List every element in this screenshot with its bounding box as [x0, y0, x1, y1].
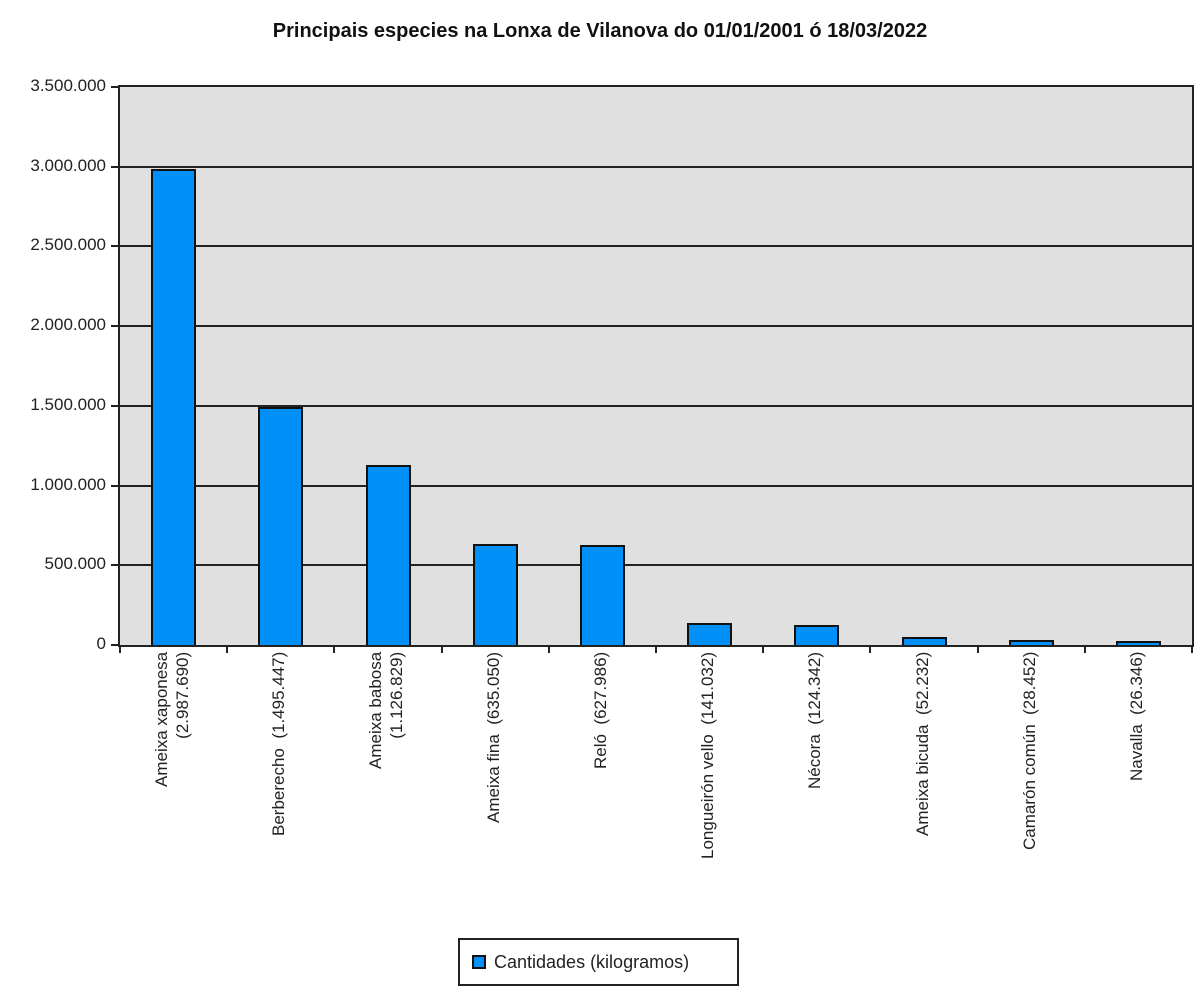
gridline	[120, 484, 1192, 487]
y-tick-label: 3.500.000	[30, 76, 106, 95]
chart-title: Principais especies na Lonxa de Vilanova…	[272, 20, 928, 42]
y-tick-label: 3.000.000	[30, 155, 106, 175]
gridline	[120, 564, 1192, 567]
bar[interactable]	[258, 406, 304, 645]
bar[interactable]	[794, 625, 840, 645]
y-tick-label: 1.000.000	[30, 474, 106, 494]
bar[interactable]	[901, 636, 947, 645]
y-tick	[111, 564, 120, 567]
x-tick-label: Ameixa bicuda (52.232)	[912, 651, 932, 836]
y-tick-label: 2.500.000	[30, 235, 106, 255]
bar[interactable]	[1115, 640, 1161, 645]
plot-area	[111, 85, 1194, 653]
x-tick-label: Navalla (26.346)	[1126, 651, 1146, 781]
x-tick	[762, 645, 765, 653]
bar[interactable]	[472, 543, 518, 645]
legend-swatch-icon	[472, 955, 486, 969]
bar[interactable]	[687, 622, 733, 645]
y-tick	[111, 165, 120, 168]
x-tick	[1191, 645, 1193, 653]
bar[interactable]	[151, 168, 197, 645]
x-tick	[440, 645, 443, 653]
gridline	[120, 325, 1192, 328]
x-tick-label: Longueirón vello (141.032)	[698, 652, 718, 859]
y-tick-label: 1.500.000	[30, 394, 106, 414]
x-tick	[547, 645, 550, 653]
y-tick-label: 0	[96, 634, 106, 653]
y-tick	[111, 245, 120, 248]
y-tick	[111, 404, 120, 407]
gridline	[120, 165, 1192, 168]
x-tick	[1083, 645, 1086, 653]
x-tick-label: Ameixa babosa (1.126.829)	[366, 651, 406, 769]
y-tick	[111, 644, 120, 646]
y-tick-label: 2.000.000	[30, 315, 106, 335]
x-tick-label: Nécora (124.342)	[805, 651, 825, 789]
y-tick	[111, 86, 120, 88]
x-tick	[655, 645, 657, 653]
x-tick	[869, 645, 872, 653]
x-tick	[119, 645, 121, 653]
gridline	[120, 245, 1192, 248]
y-tick	[111, 325, 120, 328]
legend-label: Cantidades (kilogramos)	[494, 951, 690, 972]
x-tick-label: Ameixa fina (635.050)	[483, 651, 503, 823]
x-tick-label: Camarón común (28.452)	[1019, 651, 1039, 850]
x-tick-label: Berberecho (1.495.447)	[269, 651, 289, 836]
x-tick	[976, 645, 979, 653]
x-tick	[226, 645, 229, 653]
x-tick-label: Ameixa xaponesa (2.987.690)	[151, 651, 192, 787]
y-tick	[111, 484, 120, 487]
bar[interactable]	[365, 465, 411, 645]
legend: Cantidades (kilogramos)	[458, 938, 739, 986]
x-tick-label: Reló (627.986)	[590, 651, 610, 769]
gridline	[120, 404, 1192, 407]
y-tick-label: 500.000	[44, 554, 106, 574]
bar[interactable]	[1008, 640, 1054, 645]
bar[interactable]	[579, 544, 625, 645]
x-tick	[333, 645, 336, 653]
